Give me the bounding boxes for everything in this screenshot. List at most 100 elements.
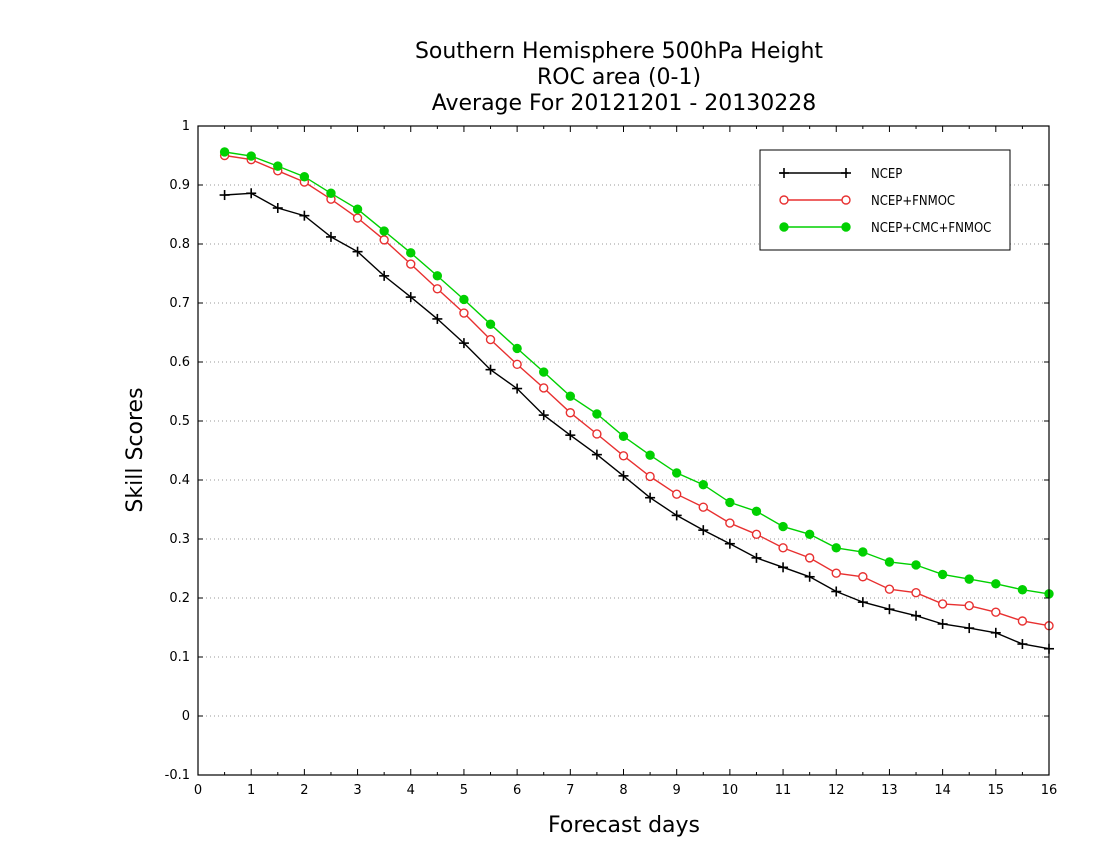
data-point [778, 521, 788, 532]
y-tick-label: 0.6 [169, 355, 190, 370]
data-point [432, 313, 443, 324]
x-axis-label: Forecast days [548, 813, 700, 838]
data-point [858, 572, 868, 582]
data-point [778, 562, 789, 573]
data-point [539, 383, 549, 393]
data-point [884, 584, 895, 594]
y-tick-label: 0.5 [169, 414, 190, 429]
x-tick-label: 14 [934, 783, 951, 798]
legend: NCEP NCEP+FNMOC NCEP+CMC+FNMOC [759, 149, 1011, 251]
data-point [565, 391, 576, 401]
data-point [299, 172, 310, 182]
legend-item: NCEP [779, 167, 902, 182]
data-point [272, 203, 283, 214]
data-point [618, 431, 629, 442]
x-axis: 0 1 2 3 4 5 6 7 8 9 10 11 12 13 14 15 16 [194, 126, 1057, 798]
data-point [645, 450, 655, 460]
data-point [592, 429, 602, 439]
y-axis: -0.1 0 0.1 0.2 0.3 0.4 0.5 0.6 0.7 0.8 0.9 1 [165, 119, 1049, 783]
y-axis-label: Skill Scores [123, 387, 148, 512]
data-point [406, 248, 416, 258]
data-point [858, 547, 868, 557]
data-point [698, 480, 708, 490]
data-point [618, 451, 629, 461]
data-point [539, 367, 549, 377]
x-tick-label: 2 [300, 783, 308, 798]
y-tick-label: 0.9 [169, 178, 190, 193]
legend-label: NCEP+FNMOC [871, 194, 955, 209]
data-point [565, 430, 576, 441]
x-tick-label: 7 [566, 783, 574, 798]
data-point [991, 607, 1001, 617]
data-point [778, 543, 788, 553]
legend-item: NCEP+FNMOC [779, 194, 955, 209]
data-point [751, 529, 762, 539]
grid-lines [198, 184, 1049, 717]
series-0 [219, 188, 1054, 654]
data-point [325, 231, 336, 242]
data-point [565, 408, 576, 418]
y-tick-label: 0.7 [169, 296, 190, 311]
data-point [379, 235, 389, 245]
data-point [459, 294, 469, 305]
data-point [459, 308, 469, 318]
data-point [219, 190, 230, 201]
legend-item: NCEP+CMC+FNMOC [779, 221, 991, 236]
x-tick-label: 5 [460, 783, 468, 798]
x-tick-label: 8 [619, 783, 627, 798]
data-point [937, 569, 948, 580]
data-point [591, 449, 602, 460]
x-tick-label: 10 [722, 783, 739, 798]
data-point [698, 525, 709, 536]
data-point [512, 383, 523, 394]
x-tick-label: 16 [1041, 783, 1058, 798]
chart-title: Southern Hemisphere 500hPa Height ROC ar… [415, 39, 823, 116]
data-point [1017, 639, 1028, 650]
data-point [1017, 585, 1028, 595]
data-point [857, 597, 868, 608]
data-point [671, 510, 682, 521]
data-point [804, 529, 815, 539]
x-tick-label: 1 [247, 783, 255, 798]
data-point [937, 599, 948, 609]
data-point [352, 204, 363, 214]
x-tick-label: 15 [988, 783, 1005, 798]
data-point [831, 586, 842, 597]
data-point [698, 502, 708, 512]
y-tick-label: 0.1 [169, 650, 190, 665]
data-point [246, 188, 257, 199]
data-point [751, 552, 762, 563]
data-point [485, 334, 496, 345]
data-point [645, 471, 655, 482]
series-line [224, 192, 1050, 650]
y-tick-label: 0 [182, 709, 190, 724]
x-tick-label: 6 [513, 783, 521, 798]
data-point [405, 292, 416, 303]
series-2 [219, 147, 1054, 599]
data-point [964, 600, 974, 611]
data-point [512, 359, 522, 370]
data-point [671, 489, 682, 499]
data-point [964, 574, 974, 584]
x-tick-label: 13 [881, 783, 898, 798]
data-point [618, 470, 629, 481]
data-point [1017, 616, 1028, 626]
series-layer [219, 147, 1054, 654]
legend-marker [841, 222, 851, 232]
data-point [406, 259, 416, 269]
x-tick-label: 12 [828, 783, 845, 798]
data-point [911, 587, 921, 598]
data-point [458, 338, 469, 349]
data-point [432, 284, 443, 294]
data-point [645, 492, 656, 503]
x-tick-label: 3 [353, 783, 361, 798]
y-tick-label: 0.8 [169, 237, 190, 252]
data-point [219, 147, 230, 157]
data-point [299, 210, 310, 221]
data-point [326, 188, 336, 198]
title-line-2: ROC area (0-1) [537, 65, 701, 90]
data-point [512, 343, 522, 354]
data-point [911, 560, 921, 570]
data-point [538, 410, 549, 421]
